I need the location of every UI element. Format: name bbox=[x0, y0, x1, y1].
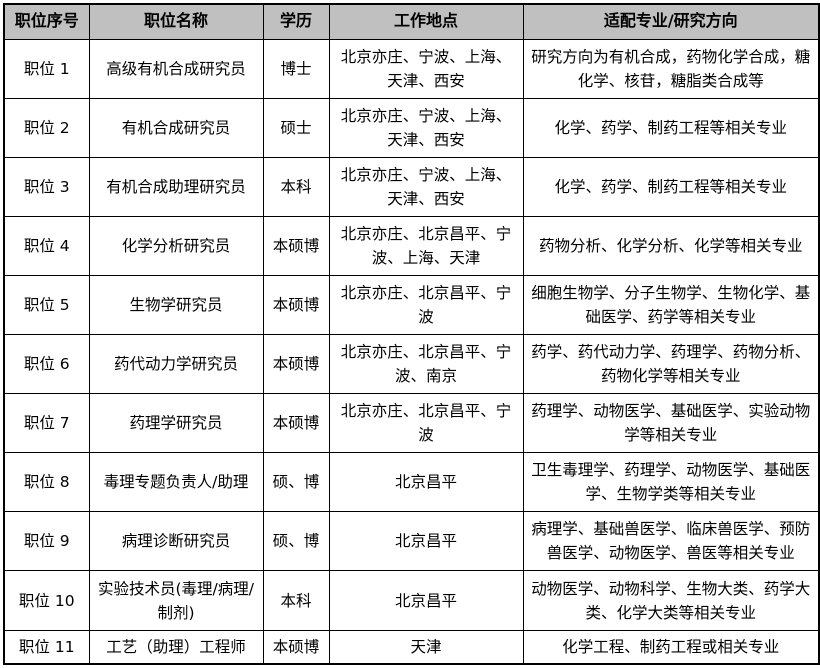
cell-position-index: 职位 5 bbox=[3, 274, 90, 336]
cell-position-index: 职位 6 bbox=[3, 334, 90, 395]
cell-work-location: 北京昌平 bbox=[328, 511, 524, 572]
cell-major-direction: 化学、药学、制药工程等相关专业 bbox=[522, 97, 820, 158]
cell-position-index: 职位 4 bbox=[3, 215, 90, 276]
cell-major-direction: 化学工程、制药工程或相关专业 bbox=[522, 629, 820, 665]
cell-major-direction: 动物医学、动物科学、生物大类、药学大类、化学大类等相关专业 bbox=[522, 570, 820, 631]
table-row: 职位 10 实验技术员(毒理/病理/制剂) 本科 北京昌平 动物医学、动物科学、生物大类… bbox=[3, 570, 820, 631]
cell-major-direction: 药理学、动物医学、基础医学、实验动物学等相关专业 bbox=[522, 393, 820, 454]
column-header-education: 学历 bbox=[262, 3, 330, 40]
column-header-work-location: 工作地点 bbox=[328, 3, 524, 40]
job-positions-table: 职位序号 职位名称 学历 工作地点 适配专业/研究方向 职位 1 高级有机合成研究… bbox=[3, 3, 820, 665]
cell-education: 硕、博 bbox=[262, 452, 330, 513]
table-row: 职位 1 高级有机合成研究员 博士 北京亦庄、宁波、上海、天津、西安 研究方向为有机合成… bbox=[3, 38, 820, 99]
cell-work-location: 北京亦庄、宁波、上海、天津、西安 bbox=[328, 38, 524, 99]
cell-education: 本硕博 bbox=[262, 215, 330, 276]
cell-education: 本科 bbox=[262, 570, 330, 631]
cell-education: 硕士 bbox=[262, 97, 330, 158]
cell-position-name: 高级有机合成研究员 bbox=[88, 38, 264, 99]
table-body: 职位 1 高级有机合成研究员 博士 北京亦庄、宁波、上海、天津、西安 研究方向为有机合成… bbox=[3, 38, 820, 665]
cell-major-direction: 化学、药学、制药工程等相关专业 bbox=[522, 156, 820, 217]
cell-work-location: 北京亦庄、北京昌平、宁波 bbox=[328, 274, 524, 336]
cell-major-direction: 细胞生物学、分子生物学、生物化学、基础医学、药学等相关专业 bbox=[522, 274, 820, 336]
column-header-position-name: 职位名称 bbox=[88, 3, 264, 40]
cell-work-location: 北京亦庄、宁波、上海、天津、西安 bbox=[328, 156, 524, 217]
cell-position-index: 职位 2 bbox=[3, 97, 90, 158]
cell-work-location: 北京亦庄、北京昌平、宁波、南京 bbox=[328, 334, 524, 395]
cell-position-name: 有机合成助理研究员 bbox=[88, 156, 264, 217]
cell-position-name: 化学分析研究员 bbox=[88, 215, 264, 276]
cell-position-index: 职位 3 bbox=[3, 156, 90, 217]
table-row: 职位 5 生物学研究员 本硕博 北京亦庄、北京昌平、宁波 细胞生物学、分子生物学、生物化… bbox=[3, 274, 820, 336]
column-header-major-direction: 适配专业/研究方向 bbox=[522, 3, 820, 40]
cell-position-name: 生物学研究员 bbox=[88, 274, 264, 336]
job-positions-table-container: 职位序号 职位名称 学历 工作地点 适配专业/研究方向 职位 1 高级有机合成研究… bbox=[3, 3, 820, 665]
table-header: 职位序号 职位名称 学历 工作地点 适配专业/研究方向 bbox=[3, 3, 820, 40]
cell-position-index: 职位 7 bbox=[3, 393, 90, 454]
cell-work-location: 北京亦庄、宁波、上海、天津、西安 bbox=[328, 97, 524, 158]
table-row: 职位 4 化学分析研究员 本硕博 北京亦庄、北京昌平、宁波、上海、天津 药物分析、化学分… bbox=[3, 215, 820, 276]
cell-work-location: 北京亦庄、北京昌平、宁波 bbox=[328, 393, 524, 454]
cell-major-direction: 药学、药代动力学、药理学、药物分析、药物化学等相关专业 bbox=[522, 334, 820, 395]
cell-position-name: 药代动力学研究员 bbox=[88, 334, 264, 395]
cell-position-index: 职位 8 bbox=[3, 452, 90, 513]
cell-major-direction: 病理学、基础兽医学、临床兽医学、预防兽医学、动物医学、兽医等相关专业 bbox=[522, 511, 820, 572]
cell-major-direction: 研究方向为有机合成，药物化学合成，糖化学、核苷，糖脂类合成等 bbox=[522, 38, 820, 99]
cell-education: 本硕博 bbox=[262, 274, 330, 336]
cell-position-name: 毒理专题负责人/助理 bbox=[88, 452, 264, 513]
table-row: 职位 9 病理诊断研究员 硕、博 北京昌平 病理学、基础兽医学、临床兽医学、预防兽医学、… bbox=[3, 511, 820, 572]
cell-position-index: 职位 9 bbox=[3, 511, 90, 572]
cell-position-name: 病理诊断研究员 bbox=[88, 511, 264, 572]
header-row: 职位序号 职位名称 学历 工作地点 适配专业/研究方向 bbox=[3, 3, 820, 40]
table-row: 职位 11 工艺（助理）工程师 本硕博 天津 化学工程、制药工程或相关专业 bbox=[3, 629, 820, 665]
cell-education: 本硕博 bbox=[262, 334, 330, 395]
cell-education: 本科 bbox=[262, 156, 330, 217]
cell-position-index: 职位 10 bbox=[3, 570, 90, 631]
cell-position-name: 有机合成研究员 bbox=[88, 97, 264, 158]
cell-position-index: 职位 1 bbox=[3, 38, 90, 99]
cell-work-location: 北京昌平 bbox=[328, 570, 524, 631]
cell-work-location: 北京亦庄、北京昌平、宁波、上海、天津 bbox=[328, 215, 524, 276]
cell-major-direction: 卫生毒理学、药理学、动物医学、基础医学、生物学类等相关专业 bbox=[522, 452, 820, 513]
table-row: 职位 8 毒理专题负责人/助理 硕、博 北京昌平 卫生毒理学、药理学、动物医学、基础医学… bbox=[3, 452, 820, 513]
table-row: 职位 6 药代动力学研究员 本硕博 北京亦庄、北京昌平、宁波、南京 药学、药代动力学、药… bbox=[3, 334, 820, 395]
cell-major-direction: 药物分析、化学分析、化学等相关专业 bbox=[522, 215, 820, 276]
table-row: 职位 2 有机合成研究员 硕士 北京亦庄、宁波、上海、天津、西安 化学、药学、制药工程等… bbox=[3, 97, 820, 158]
table-row: 职位 3 有机合成助理研究员 本科 北京亦庄、宁波、上海、天津、西安 化学、药学、制药工… bbox=[3, 156, 820, 217]
cell-education: 本硕博 bbox=[262, 393, 330, 454]
cell-position-name: 药理学研究员 bbox=[88, 393, 264, 454]
cell-position-name: 实验技术员(毒理/病理/制剂) bbox=[88, 570, 264, 631]
cell-education: 博士 bbox=[262, 38, 330, 99]
cell-position-index: 职位 11 bbox=[3, 629, 90, 665]
cell-education: 硕、博 bbox=[262, 511, 330, 572]
cell-work-location: 天津 bbox=[328, 629, 524, 665]
cell-work-location: 北京昌平 bbox=[328, 452, 524, 513]
cell-education: 本硕博 bbox=[262, 629, 330, 665]
column-header-position-index: 职位序号 bbox=[3, 3, 90, 40]
table-row: 职位 7 药理学研究员 本硕博 北京亦庄、北京昌平、宁波 药理学、动物医学、基础医学、实… bbox=[3, 393, 820, 454]
cell-position-name: 工艺（助理）工程师 bbox=[88, 629, 264, 665]
